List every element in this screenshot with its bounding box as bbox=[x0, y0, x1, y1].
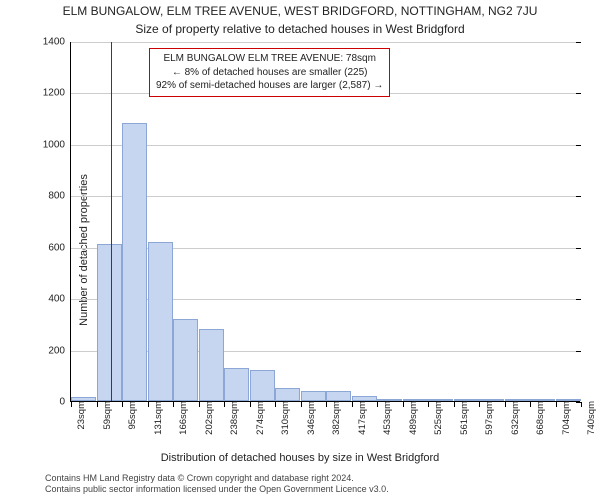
y-tick-label: 0 bbox=[59, 397, 71, 408]
histogram-bar bbox=[326, 391, 351, 401]
annotation-box: ELM BUNGALOW ELM TREE AVENUE: 78sqm← 8% … bbox=[149, 48, 390, 97]
x-tick-mark bbox=[275, 402, 276, 407]
histogram-bar bbox=[275, 388, 300, 401]
x-tick-mark bbox=[250, 402, 251, 407]
annotation-line-2: ← 8% of detached houses are smaller (225… bbox=[156, 66, 383, 80]
x-tick-mark bbox=[71, 402, 72, 407]
x-tick-label: 382sqm bbox=[329, 401, 342, 435]
y-tick-mark bbox=[576, 93, 581, 94]
histogram-bar bbox=[148, 242, 173, 401]
y-tick-label: 1400 bbox=[43, 37, 71, 48]
footer-line-2: Contains public sector information licen… bbox=[45, 484, 389, 496]
x-tick-mark bbox=[428, 402, 429, 407]
y-tick-label: 200 bbox=[48, 345, 71, 356]
histogram-bar bbox=[224, 368, 249, 401]
x-tick-label: 632sqm bbox=[508, 401, 521, 435]
y-tick-label: 1200 bbox=[43, 88, 71, 99]
x-tick-mark bbox=[352, 402, 353, 407]
x-tick-mark bbox=[479, 402, 480, 407]
x-tick-label: 59sqm bbox=[100, 401, 113, 430]
histogram-bar bbox=[250, 370, 275, 401]
y-tick-label: 1000 bbox=[43, 139, 71, 150]
y-tick-label: 600 bbox=[48, 242, 71, 253]
x-tick-mark bbox=[148, 402, 149, 407]
x-tick-label: 561sqm bbox=[457, 401, 470, 435]
y-tick-mark bbox=[576, 145, 581, 146]
gridline bbox=[71, 196, 580, 197]
y-tick-mark bbox=[576, 248, 581, 249]
x-tick-label: 525sqm bbox=[431, 401, 444, 435]
y-tick-mark bbox=[576, 351, 581, 352]
y-tick-mark bbox=[576, 196, 581, 197]
histogram-bar bbox=[122, 123, 147, 401]
marker-line bbox=[111, 42, 113, 401]
gridline bbox=[71, 145, 580, 146]
histogram-bar bbox=[301, 391, 326, 401]
annotation-line-1: ELM BUNGALOW ELM TREE AVENUE: 78sqm bbox=[156, 52, 383, 66]
x-tick-label: 166sqm bbox=[176, 401, 189, 435]
y-tick-mark bbox=[576, 299, 581, 300]
chart-title-sub: Size of property relative to detached ho… bbox=[0, 22, 600, 36]
chart-container: ELM BUNGALOW, ELM TREE AVENUE, WEST BRID… bbox=[0, 0, 600, 500]
x-tick-mark bbox=[403, 402, 404, 407]
chart-title-main: ELM BUNGALOW, ELM TREE AVENUE, WEST BRID… bbox=[0, 4, 600, 18]
x-tick-mark bbox=[326, 402, 327, 407]
x-tick-mark bbox=[505, 402, 506, 407]
x-tick-mark bbox=[301, 402, 302, 407]
x-tick-label: 23sqm bbox=[74, 401, 87, 430]
x-tick-label: 704sqm bbox=[559, 401, 572, 435]
x-tick-mark bbox=[454, 402, 455, 407]
x-tick-label: 417sqm bbox=[355, 401, 368, 435]
x-tick-label: 131sqm bbox=[151, 401, 164, 435]
x-tick-label: 274sqm bbox=[253, 401, 266, 435]
x-tick-label: 597sqm bbox=[482, 401, 495, 435]
x-tick-label: 740sqm bbox=[584, 401, 597, 435]
x-tick-mark bbox=[224, 402, 225, 407]
x-tick-mark bbox=[581, 402, 582, 407]
histogram-bar bbox=[97, 244, 122, 401]
histogram-bar bbox=[173, 319, 198, 401]
footer-line-1: Contains HM Land Registry data © Crown c… bbox=[45, 473, 389, 485]
footer-attribution: Contains HM Land Registry data © Crown c… bbox=[45, 473, 389, 496]
y-tick-mark bbox=[576, 42, 581, 43]
x-tick-label: 238sqm bbox=[227, 401, 240, 435]
plot-area: 020040060080010001200140023sqm59sqm95sqm… bbox=[70, 42, 580, 402]
x-tick-label: 95sqm bbox=[125, 401, 138, 430]
x-tick-label: 453sqm bbox=[380, 401, 393, 435]
x-axis-label: Distribution of detached houses by size … bbox=[0, 452, 600, 464]
gridline bbox=[71, 42, 580, 43]
y-tick-label: 800 bbox=[48, 191, 71, 202]
annotation-line-3: 92% of semi-detached houses are larger (… bbox=[156, 79, 383, 93]
x-tick-label: 202sqm bbox=[202, 401, 215, 435]
x-tick-mark bbox=[173, 402, 174, 407]
x-tick-label: 668sqm bbox=[533, 401, 546, 435]
x-tick-label: 346sqm bbox=[304, 401, 317, 435]
x-tick-mark bbox=[556, 402, 557, 407]
y-tick-label: 400 bbox=[48, 294, 71, 305]
histogram-bar bbox=[199, 329, 224, 401]
x-tick-mark bbox=[97, 402, 98, 407]
x-tick-mark bbox=[122, 402, 123, 407]
x-tick-mark bbox=[377, 402, 378, 407]
x-tick-label: 310sqm bbox=[278, 401, 291, 435]
x-tick-mark bbox=[199, 402, 200, 407]
x-tick-label: 489sqm bbox=[406, 401, 419, 435]
x-tick-mark bbox=[530, 402, 531, 407]
